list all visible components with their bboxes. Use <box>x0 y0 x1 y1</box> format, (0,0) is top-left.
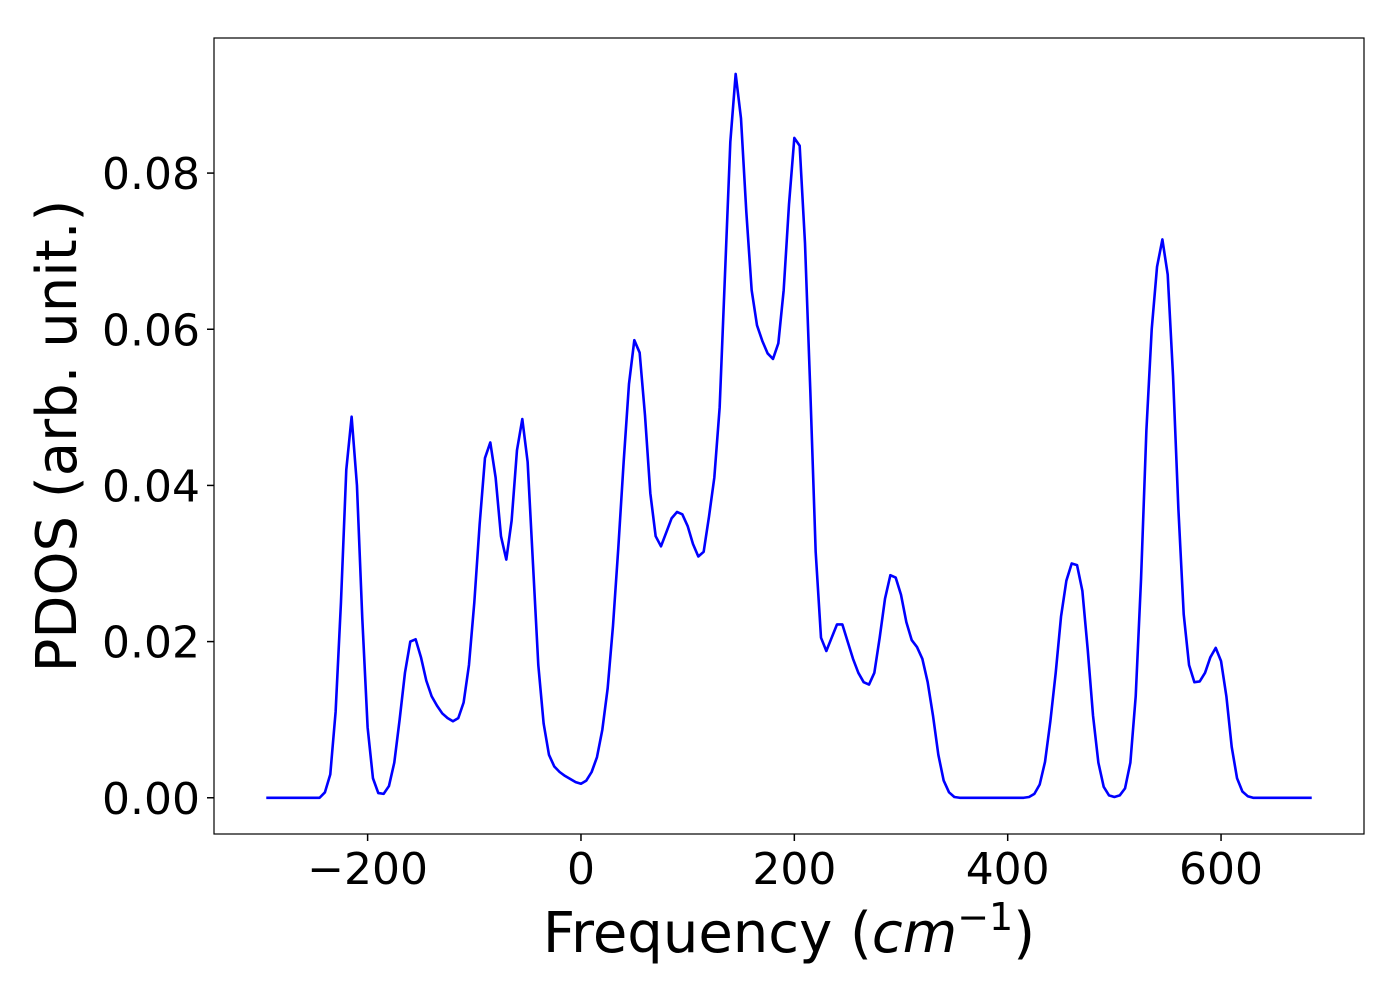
x-label-unit: cm <box>872 901 957 966</box>
plot-frame <box>213 37 1365 835</box>
y-tick-label: 0.08 <box>102 149 200 200</box>
y-tick-label: 0.06 <box>102 305 200 356</box>
y-tick-label: 0.00 <box>102 774 200 825</box>
x-axis-label: Frequency (cm−1) <box>543 895 1035 966</box>
y-tick-label: 0.04 <box>102 461 200 512</box>
x-label-close: ) <box>1013 901 1035 966</box>
x-tick-label: 600 <box>1179 844 1263 895</box>
data-line <box>266 72 1312 800</box>
x-label-text: Frequency ( <box>543 901 872 966</box>
x-tick-label: 200 <box>752 844 836 895</box>
x-tick-label: 0 <box>567 844 595 895</box>
x-tick-label: −200 <box>307 844 428 895</box>
y-tick-label: 0.02 <box>102 618 200 669</box>
x-tick-label: 400 <box>966 844 1050 895</box>
y-axis-label: PDOS (arb. unit.) <box>25 200 90 673</box>
x-label-exponent: −1 <box>957 895 1013 939</box>
